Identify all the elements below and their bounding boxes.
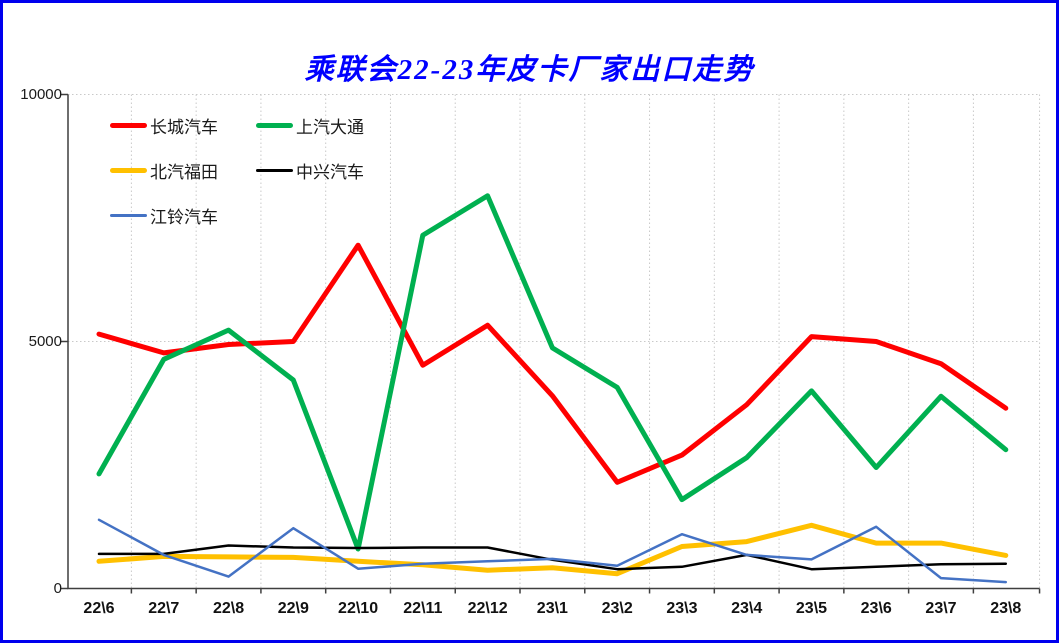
x-axis-label: 22\9 [277,600,309,617]
legend-swatch-black [256,169,293,172]
x-axis-label: 23\6 [860,600,892,617]
x-axis-label: 22\6 [83,600,115,617]
legend-label: 上汽大通 [296,118,364,137]
x-axis-label: 23\8 [990,600,1022,617]
legend-label: 长城汽车 [150,118,218,137]
legend-label: 北汽福田 [150,163,218,182]
x-axis-label: 23\3 [666,600,698,617]
series-line-0 [96,242,1009,485]
legend-item-zhongxing: 中兴汽车 [256,148,416,193]
x-axis-label: 23\5 [795,600,828,617]
legend-swatch-yellow [110,168,147,173]
y-axis-label: 5000 [28,332,62,350]
series-line-1 [96,193,1009,552]
y-axis-label: 10000 [20,85,62,103]
x-axis-label: 22\8 [212,600,245,617]
legend-item-jiangling: 江铃汽车 [110,193,256,238]
x-axis-label: 22\10 [338,600,379,617]
legend-item-shangqidatong: 上汽大通 [256,103,416,148]
legend-swatch-red [110,123,147,128]
legend-swatch-green [256,123,293,128]
series-line-4 [97,518,1008,584]
legend: 长城汽车 上汽大通 北汽福田 中兴汽车 江铃汽车 [110,103,416,238]
legend-item-beiqifutian: 北汽福田 [110,148,256,193]
x-axis-label: 22\12 [467,600,508,617]
legend-item-changcheng: 长城汽车 [110,103,256,148]
legend-swatch-blue [110,214,147,217]
x-axis-label: 23\1 [536,600,568,617]
x-axis-label: 22\7 [148,600,180,617]
x-axis-label: 22\11 [403,600,443,617]
x-axis-label: 23\4 [731,600,763,617]
x-axis-label: 23\2 [601,600,633,617]
chart-title: 乘联会22-23年皮卡厂家出口走势 [304,54,755,86]
x-axis-label: 23\7 [925,600,957,617]
y-axis-label: 0 [53,579,62,597]
legend-label: 江铃汽车 [150,208,218,227]
legend-label: 中兴汽车 [296,163,364,182]
